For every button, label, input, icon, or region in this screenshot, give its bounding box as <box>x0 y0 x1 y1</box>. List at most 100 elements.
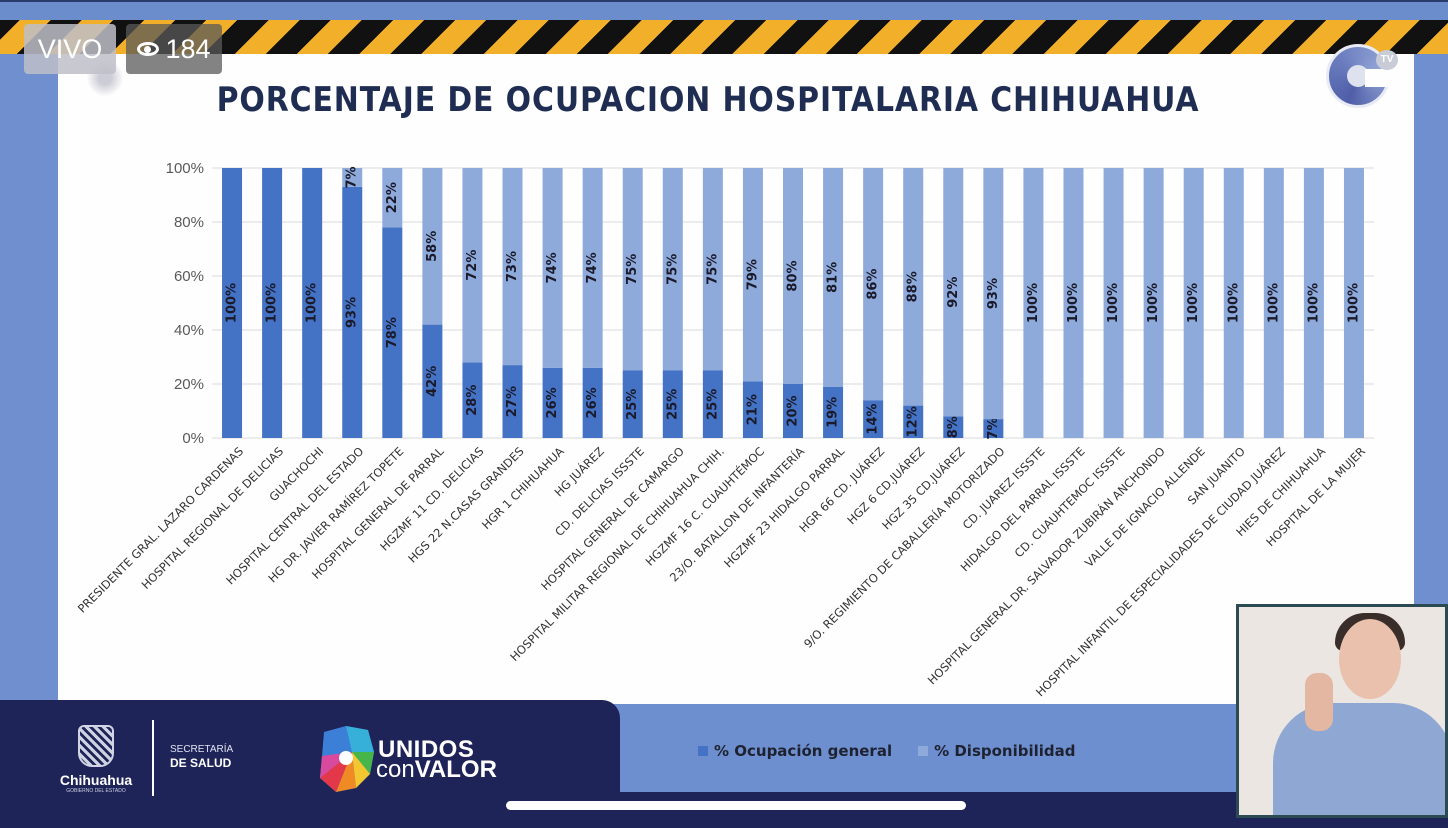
data-label-ocupacion: 25% <box>665 389 680 420</box>
bar-disponibilidad <box>1023 168 1044 438</box>
data-label-disponibilidad: 100% <box>1266 283 1281 323</box>
data-label-disponibilidad: 86% <box>866 269 881 300</box>
state-subtitle: GOBIERNO DEL ESTADO <box>66 788 126 794</box>
x-category-label: HOSPITAL GENERAL DE CAMARGO <box>538 444 687 593</box>
live-badge: VIVO <box>24 24 116 74</box>
data-label-ocupacion: 20% <box>786 395 801 426</box>
bar-disponibilidad <box>622 168 643 371</box>
bar-disponibilidad <box>783 168 803 384</box>
bar-disponibilidad <box>342 168 363 187</box>
interpreter-hand <box>1305 673 1333 731</box>
data-label-ocupacion: 28% <box>465 385 480 416</box>
bar-ocupacion <box>462 362 483 438</box>
bar-ocupacion <box>382 227 403 438</box>
data-label-ocupacion: 21% <box>745 394 760 425</box>
data-label-ocupacion: 25% <box>705 389 720 420</box>
state-seal-logo <box>78 725 114 767</box>
data-label-disponibilidad: 100% <box>1346 283 1361 323</box>
data-label-ocupacion: 27% <box>505 386 520 417</box>
bar-ocupacion <box>622 370 643 438</box>
campaign-line-1: UNIDOS <box>378 736 475 763</box>
bar-ocupacion <box>943 416 964 438</box>
data-label-disponibilidad: 74% <box>545 252 560 283</box>
data-label-ocupacion: 19% <box>826 397 841 428</box>
bar-disponibilidad <box>382 168 403 228</box>
data-label-ocupacion: 26% <box>585 387 600 418</box>
interpreter-shirt <box>1273 703 1445 815</box>
channel-logo-tv-badge: TV <box>1376 50 1398 70</box>
legend-item-disponibilidad: % Disponibilidad <box>918 742 1076 760</box>
y-tick-label: 20% <box>174 376 204 393</box>
bar-ocupacion <box>302 168 323 438</box>
bar-disponibilidad <box>662 168 683 371</box>
data-label-disponibilidad: 93% <box>986 278 1001 309</box>
data-label-disponibilidad: 73% <box>505 251 520 282</box>
y-tick-label: 80% <box>174 214 204 231</box>
bar-disponibilidad <box>823 168 844 387</box>
x-category-label: PRESIDENTE GRAL. LAZARO CARDENAS <box>75 444 246 615</box>
dept-line-1: SECRETARÍA <box>170 744 234 755</box>
bar-disponibilidad <box>1343 168 1364 438</box>
interpreter-head <box>1339 619 1401 699</box>
bar-disponibilidad <box>502 168 523 366</box>
y-tick-label: 40% <box>174 322 204 339</box>
eye-icon <box>137 42 160 56</box>
channel-logo-center <box>1347 65 1369 87</box>
right-border <box>1414 54 1448 604</box>
data-label-disponibilidad: 74% <box>585 252 600 283</box>
x-category-label: HGZ 6 CD.JUÁREZ <box>844 443 928 527</box>
data-label-disponibilidad: 7% <box>345 166 360 188</box>
data-label-disponibilidad: 75% <box>625 254 640 285</box>
data-label-disponibilidad: 100% <box>1026 283 1041 323</box>
campaign-con: con <box>376 756 415 783</box>
legend-label-disponibilidad: % Disponibilidad <box>934 742 1076 760</box>
bar-disponibilidad <box>1183 168 1204 438</box>
bar-ocupacion <box>582 367 603 438</box>
bar-ocupacion <box>783 384 803 438</box>
bar-disponibilidad <box>863 168 884 401</box>
data-label-ocupacion: 14% <box>866 404 881 435</box>
chart-title: PORCENTAJE DE OCUPACION HOSPITALARIA CHI… <box>216 80 1200 120</box>
channel-logo-cut <box>1365 69 1395 87</box>
data-label-disponibilidad: 100% <box>1146 283 1161 323</box>
state-name: Chihuahua <box>59 772 133 788</box>
data-label-disponibilidad: 75% <box>665 254 680 285</box>
data-label-ocupacion: 7% <box>986 418 1001 440</box>
bar-ocupacion <box>502 365 523 438</box>
data-label-disponibilidad: 92% <box>946 277 961 308</box>
y-tick-label: 100% <box>166 160 204 177</box>
legend-label-ocupacion: % Ocupación general <box>714 742 893 760</box>
data-label-disponibilidad: 81% <box>826 262 841 293</box>
left-border <box>0 54 58 704</box>
data-label-disponibilidad: 88% <box>906 271 921 302</box>
data-label-disponibilidad: 22% <box>385 182 400 213</box>
bar-disponibilidad <box>702 168 723 371</box>
horizontal-scrollbar[interactable] <box>506 801 966 810</box>
viewer-count-badge: 184 <box>126 24 222 74</box>
bar-ocupacion <box>422 324 443 438</box>
bar-disponibilidad <box>983 168 1004 420</box>
bar-ocupacion <box>702 370 723 438</box>
hazard-stripe-banner <box>0 20 1448 54</box>
y-tick-label: 60% <box>174 268 204 285</box>
legend-swatch-ocupacion <box>698 746 708 756</box>
bar-ocupacion <box>863 400 884 438</box>
campaign-valor: VALOR <box>414 756 497 783</box>
data-label-ocupacion: 100% <box>265 283 280 323</box>
y-tick-label: 0% <box>182 430 204 447</box>
data-label-disponibilidad: 72% <box>465 250 480 281</box>
campaign-line-2: conVALOR <box>376 756 497 784</box>
data-label-disponibilidad: 100% <box>1106 283 1121 323</box>
bar-disponibilidad <box>542 168 563 368</box>
viewer-count: 184 <box>165 34 211 64</box>
data-label-ocupacion: 25% <box>625 389 640 420</box>
data-label-ocupacion: 26% <box>545 387 560 418</box>
chart-legend: % Ocupación general % Disponibilidad <box>698 742 1076 760</box>
bar-ocupacion <box>983 419 1004 438</box>
sign-language-interpreter-video <box>1236 604 1448 818</box>
data-label-ocupacion: 100% <box>305 283 320 323</box>
bar-ocupacion <box>742 381 763 438</box>
data-label-ocupacion: 93% <box>345 297 360 328</box>
top-bar <box>0 0 1448 20</box>
